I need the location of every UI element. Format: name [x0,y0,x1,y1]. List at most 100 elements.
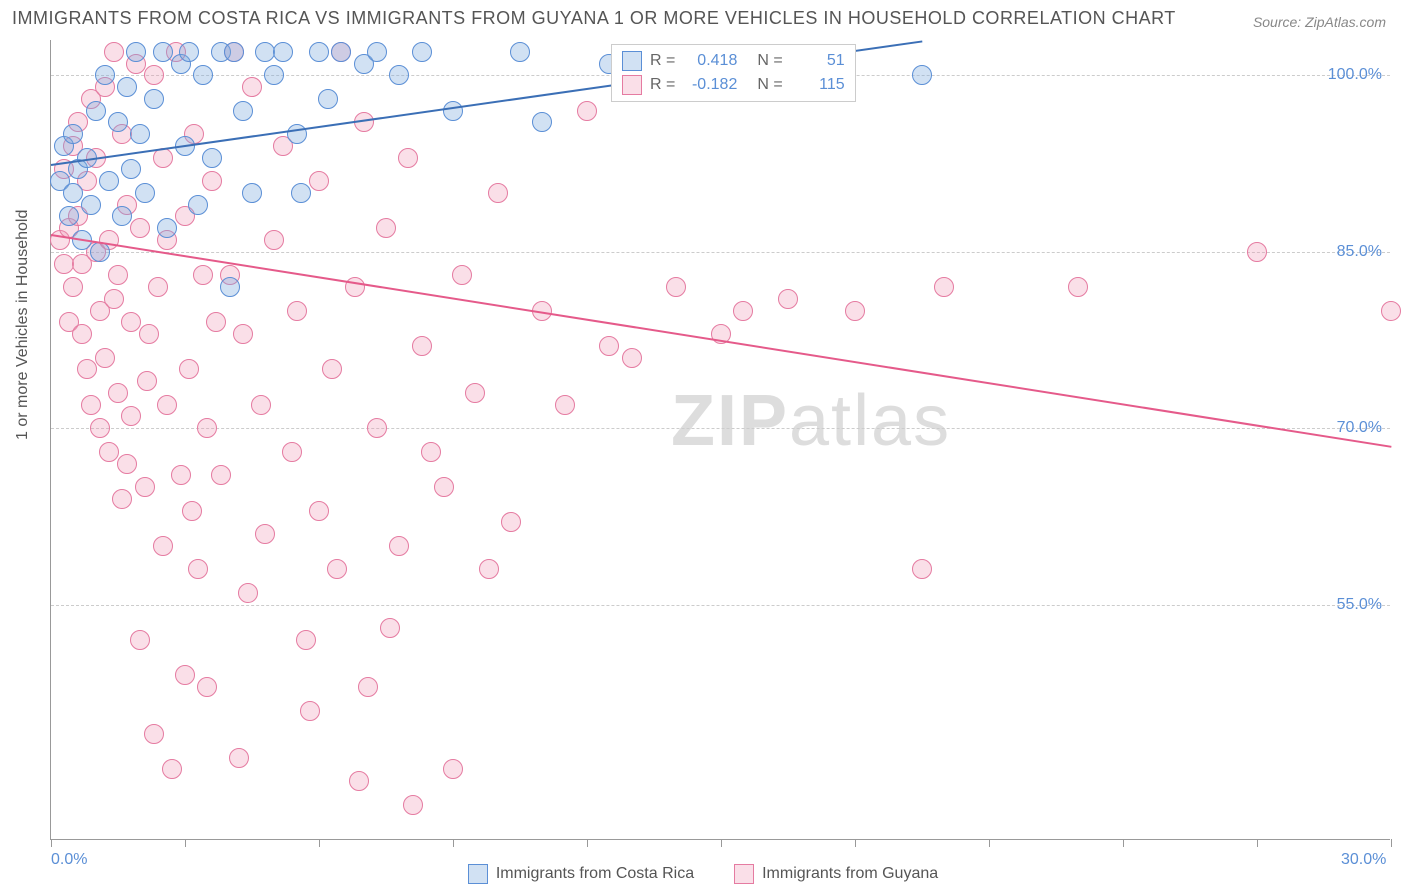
scatter-point [367,42,387,62]
scatter-point [322,359,342,379]
scatter-point [99,442,119,462]
scatter-point [934,277,954,297]
scatter-point [86,101,106,121]
scatter-point [157,218,177,238]
scatter-point [622,348,642,368]
x-tick [989,839,990,847]
gridline [51,605,1390,606]
scatter-point [1068,277,1088,297]
scatter-point [144,65,164,85]
scatter-point [77,359,97,379]
scatter-point [95,348,115,368]
scatter-point [72,324,92,344]
scatter-point [380,618,400,638]
scatter-point [121,159,141,179]
scatter-point [112,206,132,226]
scatter-point [251,395,271,415]
scatter-point [233,324,253,344]
gridline [51,428,1390,429]
y-tick-label: 55.0% [1337,596,1382,614]
scatter-point [296,630,316,650]
scatter-point [95,65,115,85]
scatter-point [421,442,441,462]
scatter-point [389,536,409,556]
scatter-point [532,112,552,132]
scatter-point [238,583,258,603]
legend-swatch [622,51,642,71]
scatter-point [434,477,454,497]
scatter-point [112,489,132,509]
scatter-point [666,277,686,297]
scatter-point [309,42,329,62]
watermark: ZIPatlas [671,380,951,462]
scatter-point [309,171,329,191]
scatter-point [912,65,932,85]
legend-n-label: N = [757,76,782,94]
scatter-point [153,42,173,62]
scatter-point [59,206,79,226]
x-tick [185,839,186,847]
legend-r-label: R = [650,76,675,94]
scatter-point [733,301,753,321]
scatter-point [121,406,141,426]
scatter-point [555,395,575,415]
scatter-point [376,218,396,238]
scatter-point [287,301,307,321]
scatter-point [389,65,409,85]
scatter-point [197,677,217,697]
legend-r-value: -0.182 [683,76,737,94]
legend-label: Immigrants from Guyana [762,865,938,883]
scatter-point [193,265,213,285]
y-tick-label: 100.0% [1328,66,1382,84]
y-tick-label: 70.0% [1337,419,1382,437]
scatter-point [63,277,83,297]
legend-label: Immigrants from Costa Rica [496,865,694,883]
scatter-point [104,289,124,309]
scatter-point [412,42,432,62]
scatter-point [349,771,369,791]
scatter-point [443,101,463,121]
scatter-point [327,559,347,579]
scatter-point [465,383,485,403]
legend-stats-row: R =0.418N =51 [622,49,845,73]
legend-n-value: 115 [791,76,845,94]
scatter-point [264,65,284,85]
scatter-point [273,42,293,62]
scatter-point [1247,242,1267,262]
scatter-point [179,42,199,62]
scatter-point [117,77,137,97]
scatter-point [130,218,150,238]
x-tick [587,839,588,847]
legend-n-label: N = [757,52,782,70]
scatter-point [179,359,199,379]
scatter-point [291,183,311,203]
scatter-point [224,42,244,62]
scatter-point [1381,301,1401,321]
scatter-point [130,124,150,144]
scatter-point [358,677,378,697]
plot-area: ZIPatlas 55.0%70.0%85.0%100.0%0.0%30.0%R… [50,40,1390,840]
chart-title: IMMIGRANTS FROM COSTA RICA VS IMMIGRANTS… [12,8,1176,29]
scatter-point [108,383,128,403]
y-tick-label: 85.0% [1337,243,1382,261]
scatter-point [81,195,101,215]
scatter-point [318,89,338,109]
scatter-point [182,501,202,521]
x-tick [1391,839,1392,847]
x-tick [1123,839,1124,847]
scatter-point [501,512,521,532]
scatter-point [510,42,530,62]
legend-r-value: 0.418 [683,52,737,70]
gridline [51,252,1390,253]
scatter-point [220,277,240,297]
scatter-point [845,301,865,321]
scatter-point [135,477,155,497]
legend-swatch [734,864,754,884]
legend-swatch [622,75,642,95]
scatter-point [255,524,275,544]
scatter-point [175,665,195,685]
scatter-point [443,759,463,779]
legend-bottom: Immigrants from Costa Rica Immigrants fro… [0,864,1406,884]
scatter-point [331,42,351,62]
scatter-point [104,42,124,62]
